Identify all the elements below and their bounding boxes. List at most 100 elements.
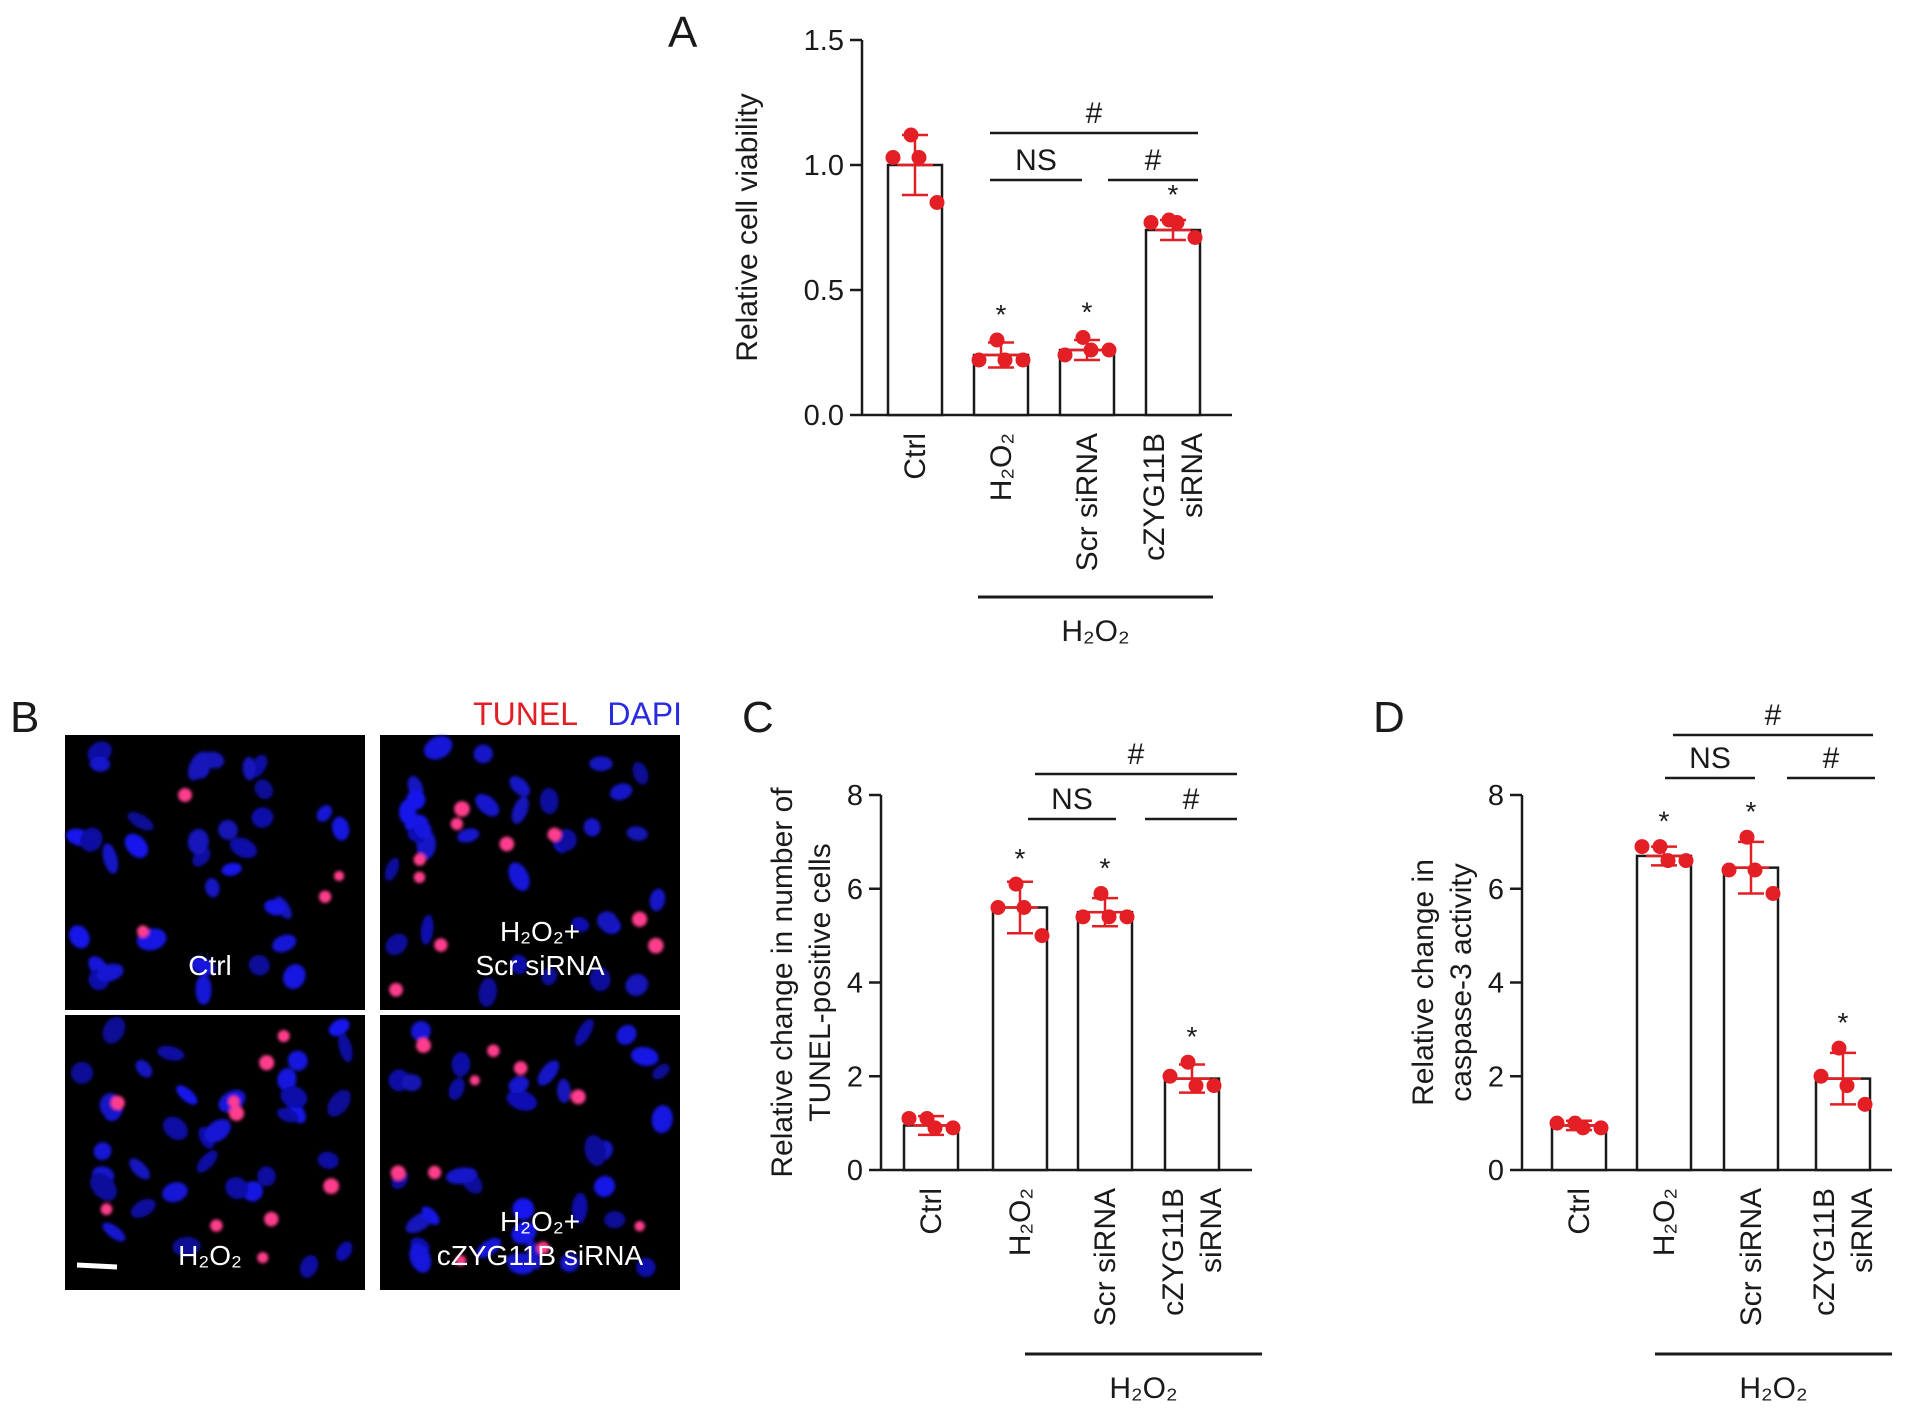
dapi-nucleus — [509, 776, 531, 797]
data-point — [1143, 215, 1159, 230]
dapi-nucleus — [571, 1192, 588, 1224]
tunel-nucleus — [513, 1061, 528, 1075]
tunel-nucleus — [389, 982, 403, 997]
data-point — [971, 352, 987, 368]
dapi-nucleus — [257, 1166, 276, 1187]
y-axis-title: TUNEL-positive cells — [804, 843, 837, 1121]
bar — [991, 906, 1049, 1172]
y-tick-label: 4 — [847, 968, 863, 1000]
data-point — [1075, 909, 1091, 925]
dapi-nucleus — [583, 818, 601, 837]
dapi-nucleus — [190, 956, 216, 976]
tunel-nucleus — [455, 1255, 467, 1267]
significance-star: * — [1746, 796, 1757, 827]
x-tick-label: Scr siRNA — [1071, 433, 1104, 571]
tunel-nucleus — [634, 1220, 645, 1232]
dapi-nucleus — [423, 735, 453, 760]
dapi-nucleus — [508, 1076, 529, 1094]
dapi-nucleus — [616, 1024, 637, 1045]
dapi-nucleus — [409, 1243, 432, 1273]
panel-c-chart: C Relative change in number of TUNEL-posit… — [742, 693, 1262, 1405]
x-tick-label: Scr siRNA — [1089, 1188, 1122, 1326]
dapi-nucleus — [630, 1046, 659, 1066]
comparison-label: # — [1145, 144, 1162, 177]
x-tick-label: siRNA — [1176, 433, 1209, 518]
data-point — [885, 150, 901, 165]
tunel-nucleus — [536, 1241, 550, 1255]
tunel-nucleus — [178, 788, 192, 803]
y-tick-label: 8 — [847, 780, 863, 812]
tunel-nucleus — [499, 836, 515, 852]
dapi-nucleus — [176, 1085, 198, 1105]
tunel-nucleus — [110, 1095, 125, 1110]
data-point — [1083, 342, 1099, 358]
data-point — [1016, 900, 1032, 915]
data-point — [1660, 853, 1676, 869]
data-point — [1721, 862, 1737, 878]
dapi-nucleus — [511, 1221, 537, 1244]
data-point — [997, 352, 1013, 368]
nuclei-layer — [70, 1016, 353, 1278]
tunel-nucleus — [323, 1178, 340, 1195]
dapi-nucleus — [68, 925, 90, 949]
dapi-nucleus — [287, 1050, 308, 1071]
data-point — [1575, 1120, 1591, 1136]
dapi-nucleus — [195, 974, 212, 1005]
data-point — [1169, 215, 1185, 230]
dapi-nucleus — [593, 1175, 616, 1198]
dapi-nucleus — [510, 954, 528, 974]
dapi-nucleus — [421, 1206, 440, 1226]
tunel-nucleus — [469, 1075, 480, 1086]
data-point — [990, 900, 1006, 915]
micrograph-label: cZYG11B siRNA — [437, 1240, 644, 1271]
data-point — [1839, 1078, 1855, 1094]
panel-letter: D — [1373, 693, 1405, 742]
x-tick-label: siRNA — [1195, 1188, 1228, 1273]
tunel-nucleus — [413, 853, 426, 866]
dapi-nucleus — [473, 744, 493, 764]
data-point — [1831, 1040, 1847, 1056]
dapi-nucleus — [537, 1060, 560, 1086]
data-point — [903, 127, 919, 143]
data-point — [911, 150, 927, 165]
dapi-nucleus — [338, 1033, 353, 1063]
dapi-nucleus — [135, 1059, 153, 1078]
significance-star: * — [1082, 297, 1093, 328]
data-point — [1093, 885, 1109, 901]
dapi-nucleus — [511, 796, 529, 824]
tunel-nucleus — [487, 1044, 500, 1057]
dapi-nucleus — [229, 837, 257, 859]
tunel-nucleus — [547, 827, 562, 842]
dapi-nucleus — [384, 857, 400, 881]
dapi-nucleus — [649, 888, 666, 912]
data-point — [1652, 839, 1668, 855]
x-tick-label: cZYG11B — [1138, 433, 1171, 561]
data-point — [1162, 1068, 1178, 1084]
tunel-nucleus — [648, 937, 664, 954]
data-point — [1101, 909, 1117, 925]
dapi-nucleus — [299, 1255, 319, 1278]
dapi-nucleus — [604, 1211, 626, 1229]
data-point — [1008, 876, 1024, 892]
significance-star: * — [1015, 843, 1026, 874]
tunel-nucleus — [416, 1038, 431, 1053]
dapi-nucleus — [102, 1222, 126, 1242]
data-point — [1119, 909, 1135, 925]
tunel-nucleus — [333, 870, 345, 882]
dapi-nucleus — [596, 911, 618, 931]
micrograph-label: Scr siRNA — [475, 950, 604, 981]
dapi-nucleus — [636, 1257, 656, 1278]
dapi-nucleus — [221, 862, 242, 876]
dapi-nucleus — [248, 954, 270, 976]
dapi-nucleus — [242, 756, 256, 781]
dapi-nucleus — [316, 805, 333, 822]
dapi-nucleus — [385, 933, 408, 956]
tunel-nucleus — [413, 871, 426, 884]
significance-star: * — [996, 299, 1007, 330]
data-point — [1180, 1054, 1196, 1070]
dapi-nucleus — [172, 1236, 201, 1257]
group-label: H₂O₂ — [1061, 615, 1129, 648]
dapi-nucleus — [625, 973, 649, 997]
